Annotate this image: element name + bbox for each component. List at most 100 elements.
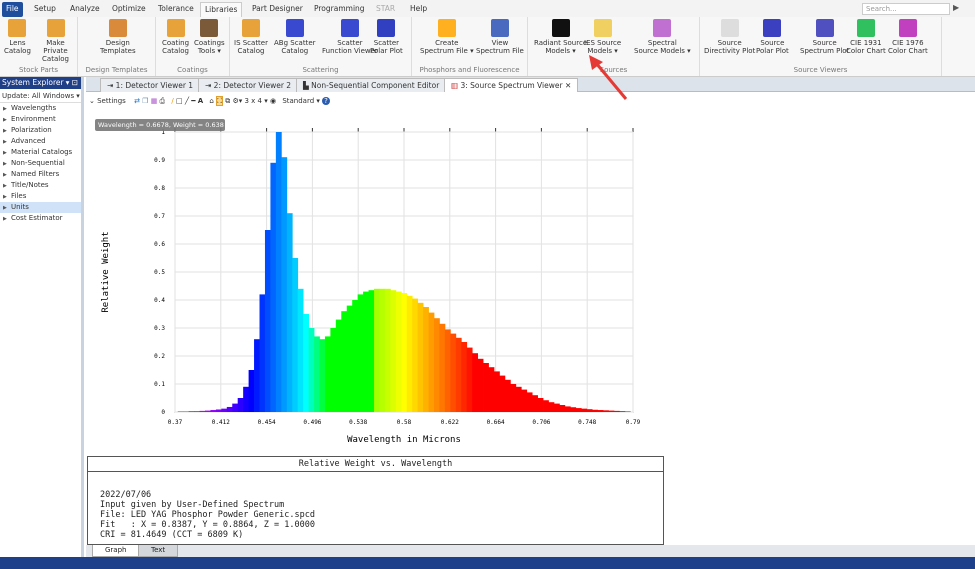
- explorer-item-wavelengths[interactable]: ▶ Wavelengths: [0, 103, 81, 114]
- tab-analyze[interactable]: Analyze: [70, 4, 100, 13]
- panel-title: System Explorer: [2, 78, 64, 87]
- bar: [466, 347, 473, 412]
- expand-icon[interactable]: ▶: [3, 172, 7, 178]
- explorer-item-title-notes[interactable]: ▶ Title/Notes: [0, 180, 81, 191]
- explorer-item-advanced[interactable]: ▶ Advanced: [0, 136, 81, 147]
- tab-file[interactable]: File: [2, 2, 23, 17]
- tab-part-designer[interactable]: Part Designer: [252, 4, 303, 13]
- bar: [586, 409, 593, 412]
- tab-detector-viewer-1[interactable]: ⇥ 1: Detector Viewer 1: [100, 78, 201, 92]
- is-scatter-catalog-button[interactable]: IS Scatter Catalog: [234, 19, 268, 55]
- tab-setup[interactable]: Setup: [34, 4, 56, 13]
- explorer-item-polarization[interactable]: ▶ Polarization: [0, 125, 81, 136]
- item-label: Named Filters: [11, 170, 60, 178]
- layout-dropdown[interactable]: 3 x 4 ▾: [244, 97, 268, 105]
- expand-icon[interactable]: ▶: [3, 117, 7, 123]
- window-icon[interactable]: ⧉: [225, 97, 231, 105]
- expand-icon[interactable]: ▶: [3, 139, 7, 145]
- coating-catalog-button[interactable]: Coating Catalog: [162, 19, 189, 55]
- radiant-source-models-button[interactable]: Radiant Source Models ▾: [534, 19, 587, 55]
- cie-1976-color-chart-button[interactable]: CIE 1976 Color Chart: [888, 19, 928, 55]
- item-label: Files: [11, 192, 27, 200]
- tab-libraries[interactable]: Libraries: [200, 2, 243, 17]
- bar: [363, 291, 369, 412]
- design-templates-button[interactable]: Design Templates: [100, 19, 136, 55]
- play-icon[interactable]: ▶: [953, 3, 960, 12]
- explorer-item-non-sequential[interactable]: ▶ Non-Sequential: [0, 158, 81, 169]
- tab-nsc-editor[interactable]: ▙ Non-Sequential Component Editor: [296, 78, 447, 92]
- target-icon[interactable]: ◉: [269, 97, 277, 105]
- make-private-catalog-button[interactable]: Make Private Catalog: [34, 19, 77, 63]
- expand-icon[interactable]: ▶: [3, 194, 7, 200]
- settings-chevron-icon[interactable]: ⌄: [89, 97, 95, 105]
- explorer-item-environment[interactable]: ▶ Environment: [0, 114, 81, 125]
- help-icon[interactable]: ?: [322, 97, 330, 105]
- lens-catalog-button[interactable]: Lens Catalog: [4, 19, 31, 55]
- close-icon[interactable]: ✕: [564, 81, 572, 90]
- tab-text[interactable]: Text: [138, 545, 179, 557]
- cie-1931-color-chart-button[interactable]: CIE 1931 Color Chart: [846, 19, 886, 55]
- coatings-tools-button[interactable]: Coatings Tools ▾: [194, 19, 225, 55]
- abg-scatter-catalog-button[interactable]: ABg Scatter Catalog: [274, 19, 316, 55]
- tab-help[interactable]: Help: [410, 4, 428, 13]
- tab-source-spectrum-viewer[interactable]: ▥ 3: Source Spectrum Viewer ✕: [444, 78, 579, 92]
- button-label: Coating Catalog: [162, 39, 190, 55]
- item-label: Advanced: [11, 137, 46, 145]
- expand-icon[interactable]: ▶: [3, 106, 7, 112]
- ies-source-icon: [593, 19, 612, 37]
- fit-icon[interactable]: ⛶: [216, 96, 223, 106]
- line-icon[interactable]: ╱: [184, 97, 190, 105]
- pencil-icon[interactable]: /: [171, 97, 174, 105]
- expand-icon[interactable]: ▶: [3, 205, 7, 211]
- spectral-source-models-button[interactable]: Spectral Source Models ▾: [634, 19, 691, 55]
- text-icon[interactable]: A: [197, 97, 204, 105]
- explorer-item-cost-estimator[interactable]: ▶ Cost Estimator: [0, 213, 81, 224]
- tab-graph[interactable]: Graph: [92, 545, 140, 557]
- bar: [504, 379, 511, 412]
- bar: [395, 291, 402, 412]
- hline-icon[interactable]: ━: [191, 97, 196, 105]
- view-spectrum-file-button[interactable]: View Spectrum File: [476, 19, 524, 55]
- tab-programming[interactable]: Programming: [314, 4, 365, 13]
- button-label: Source Polar Plot: [756, 39, 789, 55]
- source-directivity-plot-button[interactable]: Source Directivity Plot: [704, 19, 755, 55]
- ies-source-models-button[interactable]: IES Source Models ▾: [584, 19, 621, 55]
- bar: [390, 290, 397, 412]
- rectangle-icon[interactable]: □: [175, 97, 183, 105]
- expand-icon[interactable]: ▶: [3, 161, 7, 167]
- refresh-icon[interactable]: ⇄: [134, 97, 140, 105]
- export-icon[interactable]: ▦: [150, 97, 158, 105]
- bar: [461, 342, 468, 412]
- scatter-polar-plot-button[interactable]: Scatter Polar Plot: [370, 19, 403, 55]
- create-spectrum-file-button[interactable]: Create Spectrum File ▾: [420, 19, 474, 55]
- print-icon[interactable]: ⎙: [159, 97, 166, 105]
- tab-optimize[interactable]: Optimize: [112, 4, 146, 13]
- copy-icon[interactable]: ❐: [142, 97, 149, 105]
- settings-button[interactable]: Settings: [97, 97, 126, 105]
- expand-icon[interactable]: ▶: [3, 128, 7, 134]
- tab-detector-viewer-2[interactable]: ⇥ 2: Detector Viewer 2: [198, 78, 299, 92]
- item-label: Polarization: [11, 126, 52, 134]
- source-spectrum-plot-button[interactable]: Source Spectrum Plot: [800, 19, 849, 55]
- expand-icon[interactable]: ▶: [3, 150, 7, 156]
- explorer-item-material-catalogs[interactable]: ▶ Material Catalogs: [0, 147, 81, 158]
- pin-icon[interactable]: ▾ ⊡: [65, 78, 78, 87]
- tab-star[interactable]: STAR: [376, 4, 396, 13]
- search-input[interactable]: Search...: [862, 3, 950, 15]
- expand-icon[interactable]: ▶: [3, 216, 7, 222]
- source-polar-plot-button[interactable]: Source Polar Plot: [756, 19, 789, 55]
- button-label: Scatter Polar Plot: [370, 39, 403, 55]
- scatter-function-viewer-button[interactable]: Scatter Function Viewer: [322, 19, 378, 55]
- explorer-item-files[interactable]: ▶ Files: [0, 191, 81, 202]
- lock-icon[interactable]: ⌂: [209, 97, 214, 105]
- tab-tolerance[interactable]: Tolerance: [158, 4, 194, 13]
- update-dropdown[interactable]: Update: All Windows ▾: [0, 89, 81, 103]
- explorer-item-named-filters[interactable]: ▶ Named Filters: [0, 169, 81, 180]
- item-label: Wavelengths: [11, 104, 57, 112]
- camera-icon[interactable]: ⚙▾: [232, 97, 243, 105]
- expand-icon[interactable]: ▶: [3, 183, 7, 189]
- bar: [510, 384, 517, 412]
- style-dropdown[interactable]: Standard ▾: [282, 97, 320, 105]
- bar: [559, 405, 566, 412]
- explorer-item-units[interactable]: ▶ Units: [0, 202, 81, 213]
